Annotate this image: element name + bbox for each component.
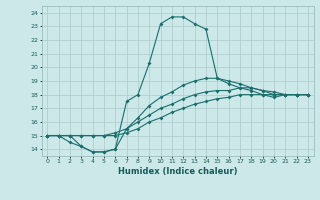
X-axis label: Humidex (Indice chaleur): Humidex (Indice chaleur) [118,167,237,176]
